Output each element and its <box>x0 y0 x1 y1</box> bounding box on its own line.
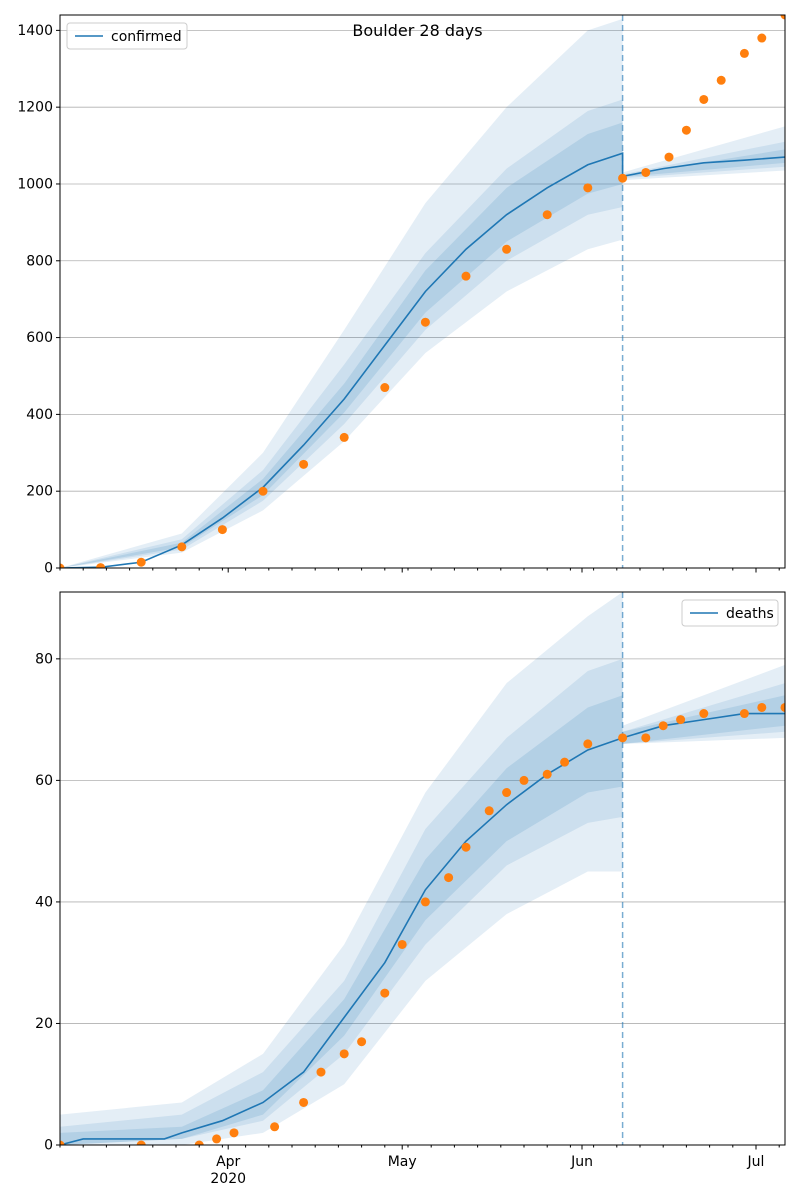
observed-point <box>270 1122 280 1132</box>
observed-point <box>444 873 454 883</box>
observed-point <box>699 94 709 104</box>
observed-point <box>177 542 187 552</box>
observed-point <box>641 167 651 177</box>
plot-area <box>60 592 785 1145</box>
observed-point <box>380 383 390 393</box>
y-tick-label: 1200 <box>17 100 53 116</box>
y-tick-label: 600 <box>26 330 53 346</box>
y-tick-label: 1400 <box>17 23 53 39</box>
observed-point <box>618 173 628 183</box>
observed-point <box>339 432 349 442</box>
observed-point <box>583 739 593 749</box>
model-line-confirmed <box>60 152 785 568</box>
observed-point <box>316 1067 326 1077</box>
y-tick-label: 0 <box>44 1138 53 1154</box>
axes-frame <box>59 591 786 1146</box>
observed-point <box>757 33 767 43</box>
observed-point <box>542 210 552 220</box>
chart-title: Boulder 28 days <box>352 21 482 40</box>
legend-label: deaths <box>726 606 774 622</box>
observed-point <box>136 557 146 567</box>
panel-1: 0 200 400 600 800 1000 1200 1400 Boulder 28 days… <box>17 14 786 577</box>
observed-point <box>60 563 65 568</box>
x-tick-sublabel: 2020 <box>210 1171 246 1187</box>
observed-point <box>542 769 552 779</box>
observed-point <box>780 15 785 20</box>
observed-point <box>60 1140 65 1145</box>
observed-point <box>681 125 691 135</box>
observed-point <box>420 317 430 327</box>
observed-point <box>519 775 529 785</box>
observed-point <box>357 1037 367 1047</box>
y-tick-label: 200 <box>26 484 53 500</box>
observed-point <box>461 842 471 852</box>
legend-label: confirmed <box>111 29 182 45</box>
observed-point <box>664 152 674 162</box>
legend: confirmed <box>66 22 188 50</box>
observed-point <box>299 1097 309 1107</box>
observed-point <box>339 1049 349 1059</box>
observed-point <box>658 721 668 731</box>
plot-area <box>60 15 785 568</box>
y-tick-label: 40 <box>35 894 53 910</box>
observed-point <box>676 715 686 725</box>
observed-point <box>136 1140 146 1145</box>
observed-point <box>699 709 709 719</box>
observed-point <box>641 733 651 743</box>
observed-point <box>739 48 749 58</box>
x-tick-label: Jun <box>570 1154 593 1170</box>
observed-point <box>757 702 767 712</box>
observed-point <box>502 788 512 798</box>
observed-point <box>780 702 785 712</box>
legend-box <box>66 22 188 50</box>
observed-point <box>194 1140 204 1145</box>
observed-point <box>484 806 494 816</box>
observed-point <box>583 183 593 193</box>
y-tick-label: 800 <box>26 253 53 269</box>
observed-point <box>380 988 390 998</box>
observed-point <box>397 939 407 949</box>
y-tick-label: 60 <box>35 773 53 789</box>
band-outer <box>60 592 785 1145</box>
observed-point <box>618 733 628 743</box>
observed-point <box>258 486 268 496</box>
observed-point <box>716 75 726 85</box>
observed-point <box>420 897 430 907</box>
observed-point <box>502 244 512 254</box>
observed-point <box>229 1128 239 1138</box>
y-tick-label: 1000 <box>17 176 53 192</box>
y-tick-label: 400 <box>26 407 53 423</box>
observed-point <box>461 271 471 281</box>
observed-point <box>96 563 106 568</box>
y-tick-label: 80 <box>35 651 53 667</box>
legend-box <box>681 599 779 627</box>
x-tick-label: Jul <box>747 1154 765 1170</box>
x-tick-label: May <box>388 1154 417 1170</box>
observed-point <box>560 757 570 767</box>
band-outer <box>60 18 785 568</box>
band-inner <box>60 122 785 568</box>
axes-frame <box>59 14 786 569</box>
observed-point <box>739 709 749 719</box>
y-tick-label: 20 <box>35 1016 53 1032</box>
observed-point <box>299 459 309 469</box>
observed-point <box>212 1134 222 1144</box>
band-inner <box>60 695 785 1145</box>
observed-point <box>217 525 227 535</box>
legend: deaths <box>681 599 779 627</box>
x-tick-label: Apr <box>216 1154 240 1170</box>
y-tick-label: 0 <box>44 561 53 577</box>
